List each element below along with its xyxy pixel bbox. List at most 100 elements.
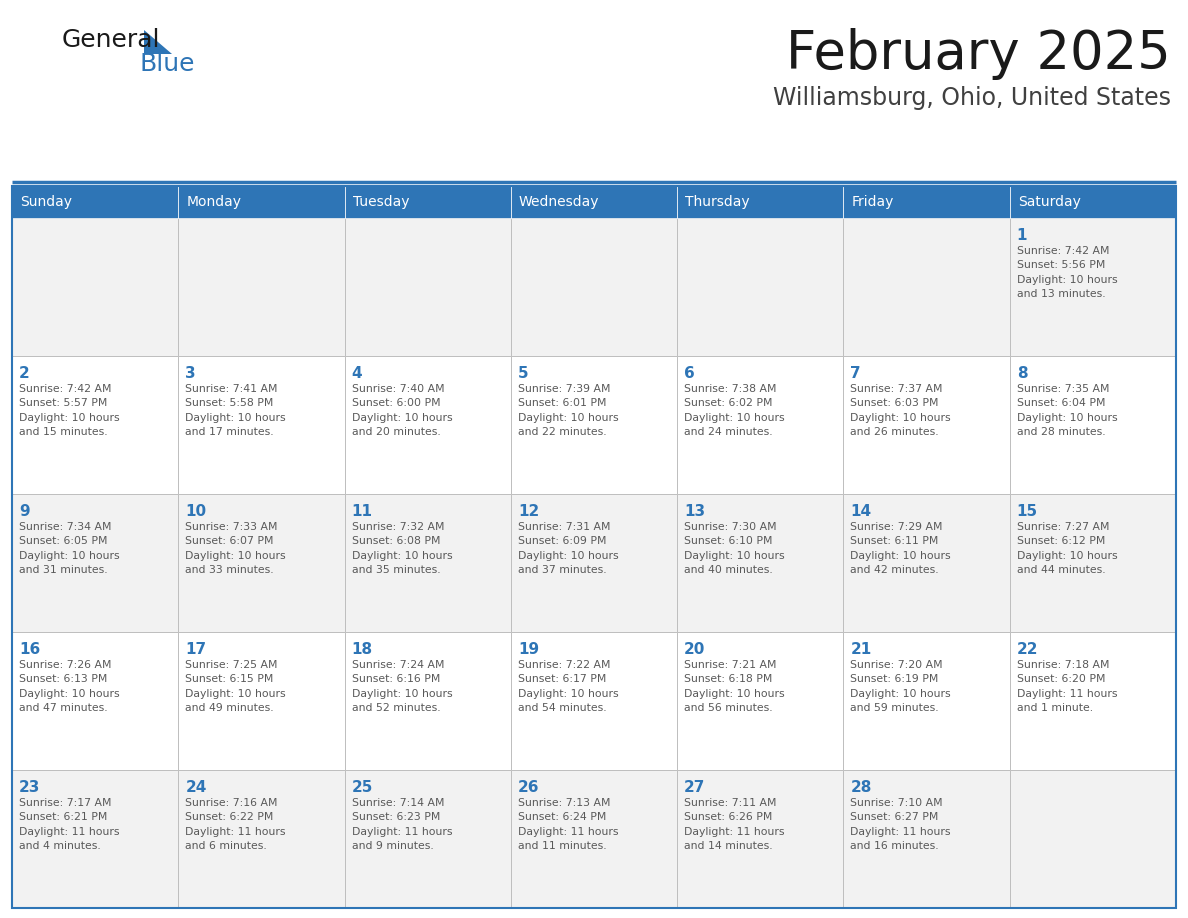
- Text: 15: 15: [1017, 504, 1038, 519]
- Text: Sunrise: 7:31 AM
Sunset: 6:09 PM
Daylight: 10 hours
and 37 minutes.: Sunrise: 7:31 AM Sunset: 6:09 PM Dayligh…: [518, 522, 619, 576]
- Bar: [178, 770, 345, 908]
- Text: 18: 18: [352, 642, 373, 657]
- Bar: [843, 218, 1010, 356]
- Bar: [843, 632, 1010, 770]
- Bar: [1010, 770, 1176, 908]
- Bar: [511, 632, 677, 770]
- Text: Williamsburg, Ohio, United States: Williamsburg, Ohio, United States: [773, 86, 1171, 110]
- Text: 21: 21: [851, 642, 872, 657]
- Text: Saturday: Saturday: [1018, 195, 1081, 209]
- Bar: [345, 494, 511, 632]
- Text: Sunrise: 7:32 AM
Sunset: 6:08 PM
Daylight: 10 hours
and 35 minutes.: Sunrise: 7:32 AM Sunset: 6:08 PM Dayligh…: [352, 522, 453, 576]
- Text: 13: 13: [684, 504, 706, 519]
- Text: 22: 22: [1017, 642, 1038, 657]
- Text: 11: 11: [352, 504, 373, 519]
- Bar: [12, 186, 1176, 908]
- Bar: [843, 186, 1010, 218]
- Text: Sunrise: 7:18 AM
Sunset: 6:20 PM
Daylight: 11 hours
and 1 minute.: Sunrise: 7:18 AM Sunset: 6:20 PM Dayligh…: [1017, 660, 1117, 713]
- Text: 3: 3: [185, 366, 196, 381]
- Text: 1: 1: [1017, 228, 1028, 243]
- Text: 7: 7: [851, 366, 861, 381]
- Text: Sunrise: 7:33 AM
Sunset: 6:07 PM
Daylight: 10 hours
and 33 minutes.: Sunrise: 7:33 AM Sunset: 6:07 PM Dayligh…: [185, 522, 286, 576]
- Bar: [677, 494, 843, 632]
- Text: 28: 28: [851, 780, 872, 795]
- Text: Sunday: Sunday: [20, 195, 72, 209]
- Text: Friday: Friday: [852, 195, 893, 209]
- Text: 27: 27: [684, 780, 706, 795]
- Bar: [1010, 186, 1176, 218]
- Bar: [511, 770, 677, 908]
- Bar: [677, 186, 843, 218]
- Text: Wednesday: Wednesday: [519, 195, 600, 209]
- Text: Sunrise: 7:20 AM
Sunset: 6:19 PM
Daylight: 10 hours
and 59 minutes.: Sunrise: 7:20 AM Sunset: 6:19 PM Dayligh…: [851, 660, 952, 713]
- Text: 26: 26: [518, 780, 539, 795]
- Text: Sunrise: 7:17 AM
Sunset: 6:21 PM
Daylight: 11 hours
and 4 minutes.: Sunrise: 7:17 AM Sunset: 6:21 PM Dayligh…: [19, 798, 120, 851]
- Text: Sunrise: 7:10 AM
Sunset: 6:27 PM
Daylight: 11 hours
and 16 minutes.: Sunrise: 7:10 AM Sunset: 6:27 PM Dayligh…: [851, 798, 950, 851]
- Bar: [12, 186, 178, 218]
- Bar: [178, 632, 345, 770]
- Text: Sunrise: 7:14 AM
Sunset: 6:23 PM
Daylight: 11 hours
and 9 minutes.: Sunrise: 7:14 AM Sunset: 6:23 PM Dayligh…: [352, 798, 453, 851]
- Text: Sunrise: 7:27 AM
Sunset: 6:12 PM
Daylight: 10 hours
and 44 minutes.: Sunrise: 7:27 AM Sunset: 6:12 PM Dayligh…: [1017, 522, 1118, 576]
- Text: Sunrise: 7:39 AM
Sunset: 6:01 PM
Daylight: 10 hours
and 22 minutes.: Sunrise: 7:39 AM Sunset: 6:01 PM Dayligh…: [518, 384, 619, 437]
- Text: Sunrise: 7:42 AM
Sunset: 5:57 PM
Daylight: 10 hours
and 15 minutes.: Sunrise: 7:42 AM Sunset: 5:57 PM Dayligh…: [19, 384, 120, 437]
- Text: Blue: Blue: [139, 52, 195, 76]
- Bar: [1010, 494, 1176, 632]
- Text: 24: 24: [185, 780, 207, 795]
- Text: Sunrise: 7:34 AM
Sunset: 6:05 PM
Daylight: 10 hours
and 31 minutes.: Sunrise: 7:34 AM Sunset: 6:05 PM Dayligh…: [19, 522, 120, 576]
- Bar: [12, 356, 178, 494]
- Text: 2: 2: [19, 366, 30, 381]
- Bar: [345, 632, 511, 770]
- Text: 8: 8: [1017, 366, 1028, 381]
- Bar: [677, 632, 843, 770]
- Text: Sunrise: 7:40 AM
Sunset: 6:00 PM
Daylight: 10 hours
and 20 minutes.: Sunrise: 7:40 AM Sunset: 6:00 PM Dayligh…: [352, 384, 453, 437]
- Text: Sunrise: 7:24 AM
Sunset: 6:16 PM
Daylight: 10 hours
and 52 minutes.: Sunrise: 7:24 AM Sunset: 6:16 PM Dayligh…: [352, 660, 453, 713]
- Bar: [12, 218, 178, 356]
- Bar: [511, 186, 677, 218]
- Text: 19: 19: [518, 642, 539, 657]
- Text: 5: 5: [518, 366, 529, 381]
- Text: 14: 14: [851, 504, 872, 519]
- Text: Sunrise: 7:16 AM
Sunset: 6:22 PM
Daylight: 11 hours
and 6 minutes.: Sunrise: 7:16 AM Sunset: 6:22 PM Dayligh…: [185, 798, 286, 851]
- Text: Sunrise: 7:38 AM
Sunset: 6:02 PM
Daylight: 10 hours
and 24 minutes.: Sunrise: 7:38 AM Sunset: 6:02 PM Dayligh…: [684, 384, 785, 437]
- Text: Sunrise: 7:13 AM
Sunset: 6:24 PM
Daylight: 11 hours
and 11 minutes.: Sunrise: 7:13 AM Sunset: 6:24 PM Dayligh…: [518, 798, 619, 851]
- Text: Sunrise: 7:25 AM
Sunset: 6:15 PM
Daylight: 10 hours
and 49 minutes.: Sunrise: 7:25 AM Sunset: 6:15 PM Dayligh…: [185, 660, 286, 713]
- Text: 6: 6: [684, 366, 695, 381]
- Text: 16: 16: [19, 642, 40, 657]
- Text: Sunrise: 7:42 AM
Sunset: 5:56 PM
Daylight: 10 hours
and 13 minutes.: Sunrise: 7:42 AM Sunset: 5:56 PM Dayligh…: [1017, 246, 1118, 299]
- Bar: [511, 218, 677, 356]
- Text: Sunrise: 7:11 AM
Sunset: 6:26 PM
Daylight: 11 hours
and 14 minutes.: Sunrise: 7:11 AM Sunset: 6:26 PM Dayligh…: [684, 798, 784, 851]
- Bar: [345, 356, 511, 494]
- Text: 9: 9: [19, 504, 30, 519]
- Text: February 2025: February 2025: [786, 28, 1171, 80]
- Bar: [178, 186, 345, 218]
- Text: Monday: Monday: [187, 195, 241, 209]
- Bar: [1010, 356, 1176, 494]
- Bar: [677, 218, 843, 356]
- Text: 20: 20: [684, 642, 706, 657]
- Bar: [1010, 632, 1176, 770]
- Text: Sunrise: 7:35 AM
Sunset: 6:04 PM
Daylight: 10 hours
and 28 minutes.: Sunrise: 7:35 AM Sunset: 6:04 PM Dayligh…: [1017, 384, 1118, 437]
- Polygon shape: [144, 30, 172, 54]
- Text: Thursday: Thursday: [685, 195, 750, 209]
- Text: General: General: [62, 28, 160, 52]
- Text: Sunrise: 7:22 AM
Sunset: 6:17 PM
Daylight: 10 hours
and 54 minutes.: Sunrise: 7:22 AM Sunset: 6:17 PM Dayligh…: [518, 660, 619, 713]
- Text: 17: 17: [185, 642, 207, 657]
- Text: Sunrise: 7:30 AM
Sunset: 6:10 PM
Daylight: 10 hours
and 40 minutes.: Sunrise: 7:30 AM Sunset: 6:10 PM Dayligh…: [684, 522, 785, 576]
- Text: 25: 25: [352, 780, 373, 795]
- Bar: [12, 494, 178, 632]
- Text: Sunrise: 7:41 AM
Sunset: 5:58 PM
Daylight: 10 hours
and 17 minutes.: Sunrise: 7:41 AM Sunset: 5:58 PM Dayligh…: [185, 384, 286, 437]
- Bar: [511, 494, 677, 632]
- Bar: [12, 632, 178, 770]
- Bar: [345, 770, 511, 908]
- Text: 23: 23: [19, 780, 40, 795]
- Text: Sunrise: 7:21 AM
Sunset: 6:18 PM
Daylight: 10 hours
and 56 minutes.: Sunrise: 7:21 AM Sunset: 6:18 PM Dayligh…: [684, 660, 785, 713]
- Text: Tuesday: Tuesday: [353, 195, 409, 209]
- Bar: [677, 356, 843, 494]
- Bar: [843, 356, 1010, 494]
- Text: Sunrise: 7:37 AM
Sunset: 6:03 PM
Daylight: 10 hours
and 26 minutes.: Sunrise: 7:37 AM Sunset: 6:03 PM Dayligh…: [851, 384, 952, 437]
- Bar: [178, 494, 345, 632]
- Text: 4: 4: [352, 366, 362, 381]
- Text: Sunrise: 7:26 AM
Sunset: 6:13 PM
Daylight: 10 hours
and 47 minutes.: Sunrise: 7:26 AM Sunset: 6:13 PM Dayligh…: [19, 660, 120, 713]
- Bar: [178, 218, 345, 356]
- Bar: [345, 186, 511, 218]
